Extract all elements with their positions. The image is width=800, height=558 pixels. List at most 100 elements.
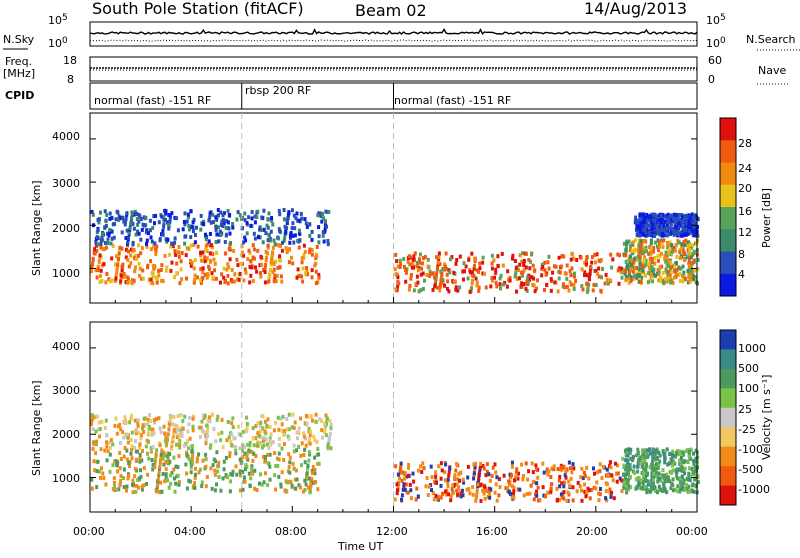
power-cell xyxy=(126,280,130,285)
velocity-cell xyxy=(268,436,272,441)
velocity-cell xyxy=(624,467,628,472)
velocity-cell xyxy=(559,492,563,497)
velocity-cell xyxy=(182,443,186,448)
power-cell xyxy=(541,265,545,269)
velocity-cell xyxy=(288,460,292,465)
power-cell xyxy=(277,209,281,213)
velocity-cell xyxy=(279,416,283,421)
power-cell xyxy=(195,275,199,280)
velocity-cell xyxy=(449,498,453,503)
power-cell xyxy=(225,232,228,237)
power-cell xyxy=(500,251,504,256)
velocity-cell xyxy=(510,460,514,465)
velocity-cell xyxy=(252,451,256,456)
velocity-cell xyxy=(158,464,162,469)
power-cell xyxy=(518,253,522,258)
power-cell xyxy=(664,267,668,272)
velocity-cell xyxy=(178,438,182,443)
power-cell xyxy=(113,262,117,267)
velocity-cell xyxy=(439,476,443,481)
velocity-cell xyxy=(598,492,602,497)
velocity-cell xyxy=(329,422,333,427)
power-cell xyxy=(291,221,295,226)
power-cell xyxy=(284,246,288,251)
power-cell xyxy=(655,228,659,233)
power-cell xyxy=(635,223,639,228)
power-cell xyxy=(179,267,183,272)
power-cell xyxy=(575,258,579,262)
power-cell xyxy=(267,211,271,216)
velocity-cell xyxy=(399,461,403,466)
velocity-cell xyxy=(287,452,291,457)
velocity-cell xyxy=(396,472,400,477)
velocity-cell xyxy=(129,451,133,456)
velocity-cell xyxy=(497,477,501,482)
velocity-cell xyxy=(246,442,250,447)
power-cell xyxy=(269,268,272,272)
velocity-cell xyxy=(323,430,327,434)
velocity-cell xyxy=(659,487,663,492)
power-cell xyxy=(653,256,657,260)
power-cell xyxy=(431,271,435,276)
power-cell xyxy=(310,248,314,253)
velocity-cell xyxy=(691,482,695,487)
power-cell xyxy=(580,267,584,272)
power-cell xyxy=(655,214,659,219)
velocity-cell xyxy=(118,451,122,455)
power-cell xyxy=(688,216,692,221)
velocity-cell xyxy=(179,413,183,418)
velocity-cell xyxy=(512,495,516,500)
power-cell xyxy=(147,231,150,236)
power-cell xyxy=(93,247,97,252)
velocity-cell xyxy=(493,462,497,467)
power-cell xyxy=(560,254,564,259)
velocity-cell xyxy=(92,441,96,446)
velocity-cell xyxy=(439,495,443,500)
velocity-cell xyxy=(484,473,488,478)
power-cell xyxy=(262,227,266,232)
velocity-cell xyxy=(541,461,545,466)
velocity-cell xyxy=(628,466,632,471)
velocity-cell xyxy=(558,474,562,479)
velocity-cb-tick-neg25: -25 xyxy=(738,423,756,436)
power-cell xyxy=(151,225,155,230)
power-cell xyxy=(216,208,220,212)
power-cell xyxy=(236,277,240,282)
power-cell xyxy=(96,228,100,233)
velocity-cell xyxy=(628,450,632,455)
velocity-cell xyxy=(99,475,102,480)
velocity-cell xyxy=(220,430,224,435)
velocity-cell xyxy=(97,469,101,474)
power-cell xyxy=(296,267,300,272)
power-cell xyxy=(270,218,274,223)
power-cell xyxy=(170,260,174,265)
velocity-cell xyxy=(164,472,168,477)
power-cell xyxy=(631,269,635,274)
velocity-cell xyxy=(215,482,218,487)
velocity-cell xyxy=(261,438,265,443)
power-cell xyxy=(415,264,419,268)
velocity-cb-tick-100: 100 xyxy=(738,382,759,395)
power-cell xyxy=(129,253,133,258)
power-cell xyxy=(259,228,263,233)
power-cell xyxy=(596,271,599,276)
power-cell xyxy=(639,249,642,254)
velocity-cell xyxy=(142,483,146,488)
velocity-cell xyxy=(656,479,660,484)
power-cell xyxy=(186,215,190,220)
velocity-cell xyxy=(130,413,134,418)
power-cell xyxy=(255,215,259,220)
power-cell xyxy=(237,277,241,282)
velocity-cell xyxy=(466,475,470,480)
power-cell xyxy=(214,225,218,230)
velocity-cell xyxy=(651,459,654,464)
velocity-cell xyxy=(164,435,168,440)
velocity-cell xyxy=(254,454,258,458)
velocity-cell xyxy=(122,467,126,472)
power-cell xyxy=(226,281,230,286)
velocity-cell xyxy=(191,416,195,421)
power-cell xyxy=(215,250,218,255)
velocity-cell xyxy=(147,417,150,422)
power-cell xyxy=(287,247,291,252)
velocity-cell xyxy=(183,414,187,419)
